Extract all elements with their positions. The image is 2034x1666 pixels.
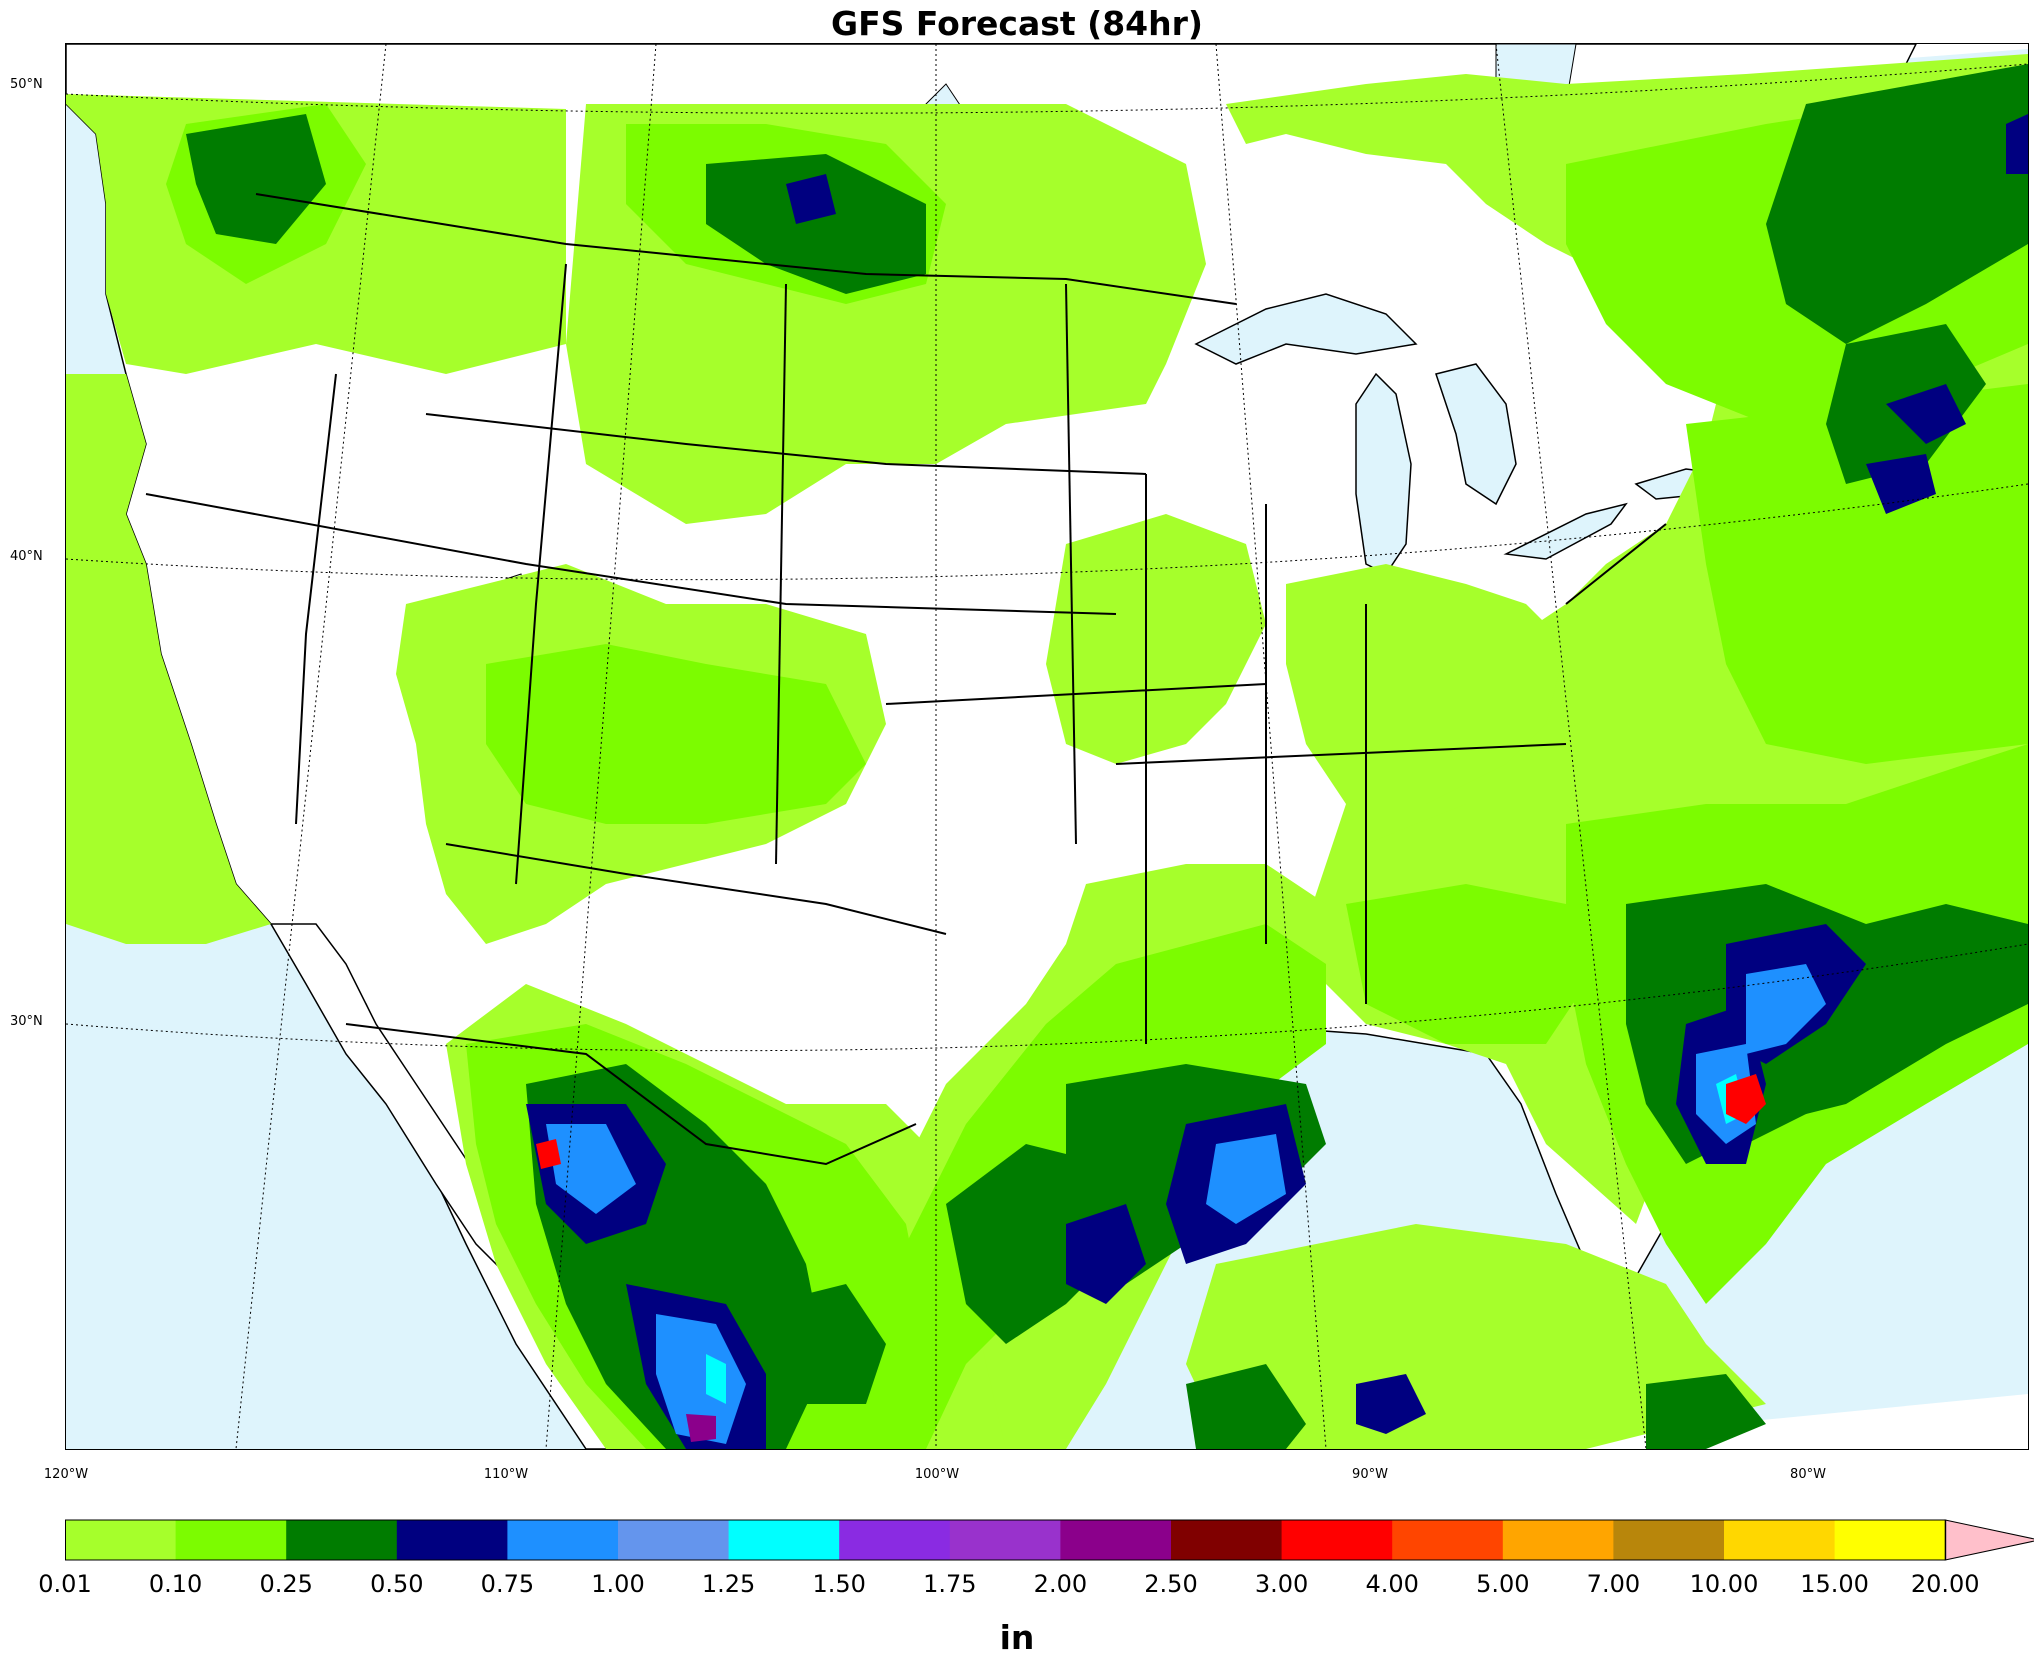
- colorbar-swatch: [1724, 1520, 1836, 1560]
- political-boundaries: [145, 193, 1667, 1166]
- colorbar-swatch: [175, 1520, 287, 1560]
- colorbar-swatch: [1502, 1520, 1614, 1560]
- lake-erie: [1503, 502, 1628, 560]
- colorbar: [65, 1519, 2034, 1561]
- lake-huron: [1435, 363, 1517, 506]
- colorbar-tick-label: 20.00: [1910, 1570, 1980, 1598]
- units-label: in: [999, 1618, 1035, 1657]
- lon-label-100w: 100°W: [914, 1467, 960, 1482]
- colorbar-tick-label: 0.10: [148, 1570, 203, 1598]
- lon-label-110w: 110°W: [483, 1467, 529, 1482]
- colorbar-swatch: [839, 1520, 951, 1560]
- colorbar-tick-label: 0.75: [480, 1570, 535, 1598]
- lat-label-50n: 50°N: [10, 77, 43, 92]
- colorbar-tick-label: 1.50: [812, 1570, 866, 1598]
- colorbar-extend-arrow: [1944, 1519, 2034, 1561]
- colorbar-tick-label: 0.50: [370, 1570, 424, 1598]
- colorbar-outline: [65, 1519, 1947, 1561]
- colorbar-swatch: [1392, 1520, 1504, 1560]
- precipitation-map: [65, 43, 2029, 1450]
- precip-blue-layer: [546, 964, 1826, 1444]
- colorbar-swatch: [618, 1520, 730, 1560]
- colorbar-tick-label: 0.25: [259, 1570, 313, 1598]
- graticule: [66, 44, 2028, 1449]
- lon-label-120w: 120°W: [43, 1467, 89, 1482]
- colorbar-tick-label: 1.25: [701, 1570, 756, 1598]
- lat-label-30n: 30°N: [10, 1014, 43, 1029]
- colorbar-tick-label: 5.00: [1476, 1570, 1530, 1598]
- colorbar-tick-label: 1.75: [923, 1570, 977, 1598]
- colorbar-tick-label: 0.01: [38, 1570, 92, 1598]
- colorbar-swatch: [65, 1520, 177, 1560]
- colorbar-swatch: [1834, 1520, 1946, 1560]
- lake-michigan: [1355, 372, 1412, 575]
- colorbar-swatch: [728, 1520, 840, 1560]
- colorbar-tick-label: 10.00: [1689, 1570, 1759, 1598]
- colorbar-tick-label: 2.50: [1144, 1570, 1198, 1598]
- colorbar-swatch: [1060, 1520, 1172, 1560]
- colorbar-tick-label: 2.00: [1033, 1570, 1088, 1598]
- map-title: GFS Forecast (84hr): [830, 4, 1203, 43]
- lat-label-40n: 40°N: [10, 549, 43, 564]
- lake-superior: [1194, 293, 1418, 365]
- precip-heavy-layer: [536, 1074, 1766, 1442]
- lon-label-90w: 90°W: [1352, 1467, 1388, 1482]
- colorbar-swatch: [949, 1520, 1061, 1560]
- colorbar-swatch: [1613, 1520, 1725, 1560]
- colorbar-tick-label: 7.00: [1586, 1570, 1641, 1598]
- colorbar-swatch: [507, 1520, 619, 1560]
- colorbar-tick-label: 4.00: [1365, 1570, 1419, 1598]
- colorbar-tick-label: 1.00: [591, 1570, 645, 1598]
- colorbar-tick-label: 3.00: [1254, 1570, 1309, 1598]
- colorbar-swatch: [286, 1520, 398, 1560]
- colorbar-tick-label: 15.00: [1800, 1570, 1869, 1598]
- colorbar-swatch: [396, 1520, 508, 1560]
- lon-label-80w: 80°W: [1790, 1467, 1826, 1482]
- colorbar-swatch: [1281, 1520, 1393, 1560]
- colorbar-swatch: [1171, 1520, 1283, 1560]
